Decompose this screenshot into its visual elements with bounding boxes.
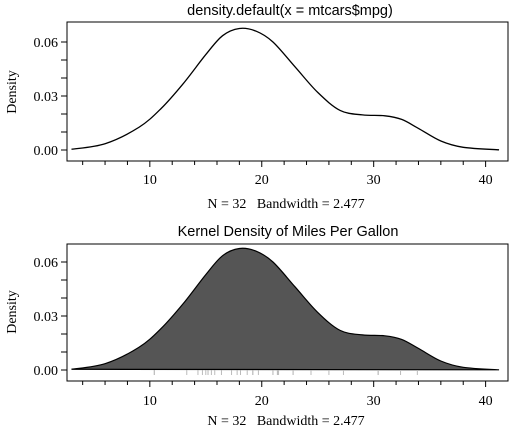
x-tick-label: 30: [367, 394, 381, 409]
x-tick-label: 30: [367, 173, 381, 188]
panel-1-plot-frame: [66, 21, 509, 162]
y-tick-label: 0.00: [34, 364, 59, 379]
panel-1-y-axis: 0.00 0.03 0.06: [34, 36, 67, 159]
panel-2: Kernel Density of Miles Per Gallon 0.000…: [5, 224, 509, 429]
y-tick-label: 0.03: [34, 310, 59, 325]
panel-1-y-axis-label: Density: [5, 70, 20, 114]
x-tick-label: 10: [143, 173, 157, 188]
panel-1: density.default(x = mtcars$mpg) 0.00 0.03…: [5, 3, 509, 212]
y-tick-label: 0.06: [34, 36, 59, 51]
x-tick-label: 20: [255, 173, 269, 188]
panel-2-plot-frame: [66, 243, 509, 382]
y-tick-label: 0.06: [34, 256, 59, 271]
panel-1-title: density.default(x = mtcars$mpg): [187, 3, 393, 19]
panel-1-x-axis: 10 20 30 40: [82, 161, 493, 188]
panel-1-density-curve: [71, 27, 500, 151]
panel-2-x-axis: 10 20 30 40: [82, 381, 493, 409]
panel-1-x-axis-label: N = 32 Bandwidth = 2.477: [207, 197, 364, 212]
x-tick-label: 20: [255, 394, 269, 409]
y-tick-label: 0.03: [34, 90, 59, 105]
panel-2-y-axis: 0.00 0.03 0.06: [34, 256, 67, 379]
panel-2-x-axis-label: N = 32 Bandwidth = 2.477: [207, 414, 364, 429]
y-tick-label: 0.00: [34, 144, 59, 159]
panel-2-rug: [153, 370, 418, 375]
x-tick-label: 40: [479, 394, 493, 409]
x-tick-label: 10: [143, 394, 157, 409]
panel-2-density-area: [71, 247, 500, 371]
x-tick-label: 40: [479, 173, 493, 188]
panel-2-y-axis-label: Density: [5, 290, 20, 334]
panel-2-title: Kernel Density of Miles Per Gallon: [178, 224, 399, 240]
